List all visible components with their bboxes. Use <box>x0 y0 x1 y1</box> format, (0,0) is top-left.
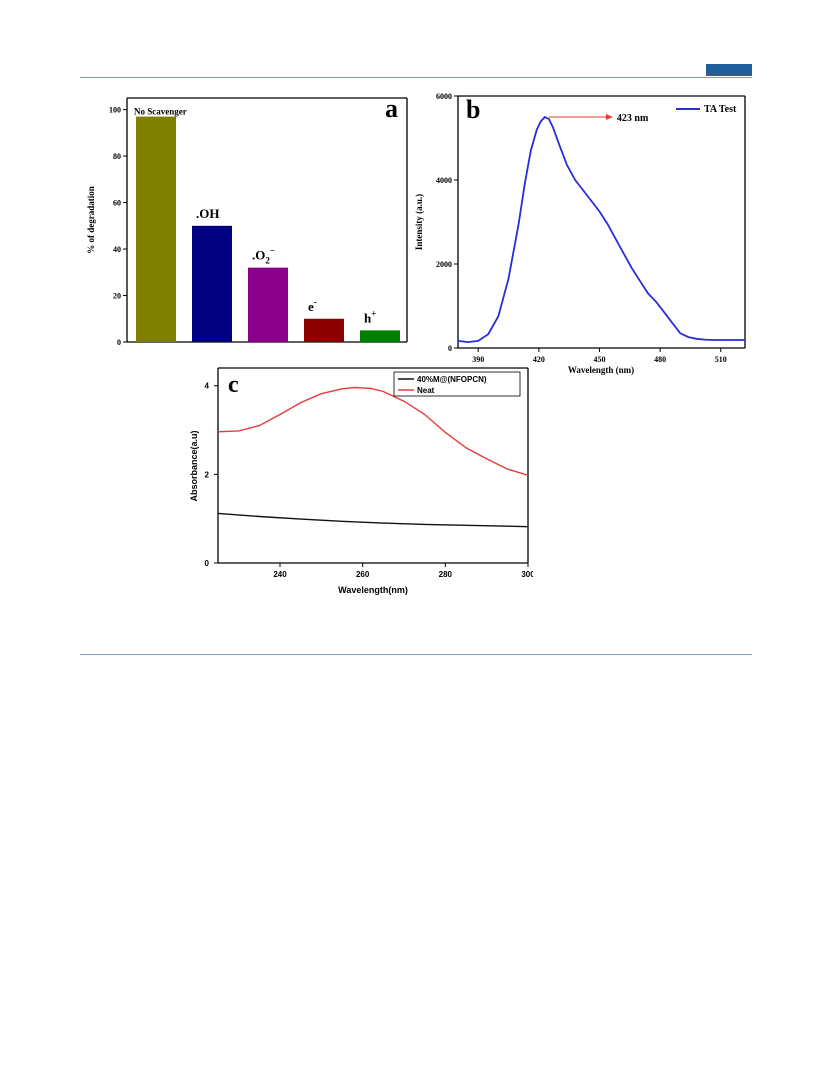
b-legend-label: TA Test <box>704 104 737 115</box>
b-panel-letter: b <box>466 95 480 124</box>
c-panel-letter: c <box>228 372 239 398</box>
c-xtick-label-0: 240 <box>273 570 287 579</box>
a-ytick-label-3: 60 <box>113 199 121 208</box>
a-bar-4 <box>360 330 400 342</box>
chart-c: 240 260 280 300 0 2 4 40%M@(NFOPCN) Neat Wavel… <box>189 367 533 595</box>
b-xtick-label-2: 450 <box>593 355 605 364</box>
c-series-40m-line <box>217 512 529 528</box>
c-ytick-label-0: 0 <box>205 559 210 568</box>
b-series-ta-test-line <box>457 115 745 344</box>
chart-b: 390 420 450 480 510 0 2000 4000 6000 423 nm TA T… <box>414 92 746 375</box>
footer-rule <box>80 654 752 655</box>
b-ytick-label-1: 2000 <box>436 260 452 269</box>
a-bar-3 <box>304 318 344 342</box>
a-bar-0 <box>136 116 176 342</box>
b-xtick-label-4: 510 <box>715 355 727 364</box>
a-ytick-label-0: 0 <box>117 338 121 347</box>
a-ytick-label-2: 40 <box>113 245 121 254</box>
b-ytick-label-3: 6000 <box>436 92 452 101</box>
c-series-neat-line <box>217 386 529 476</box>
b-xtick-label-1: 420 <box>533 355 545 364</box>
c-legend-box <box>393 371 521 397</box>
b-ytick-label-2: 4000 <box>436 176 452 185</box>
a-bar-label-1: .OH <box>196 206 219 221</box>
a-ytick-label-1: 20 <box>113 292 121 301</box>
c-ytick-label-1: 2 <box>205 470 210 479</box>
b-ytick-label-0: 0 <box>448 344 452 353</box>
b-annotation-label: 423 nm <box>617 113 649 124</box>
c-xtick-label-2: 280 <box>439 570 453 579</box>
a-bar-label-4: h+ <box>364 308 376 325</box>
b-ylabel: Intensity (a.u.) <box>414 194 424 250</box>
c-xtick-label-1: 260 <box>356 570 370 579</box>
c-legend-label-40m: 40%M@(NFOPCN) <box>417 375 487 384</box>
c-ytick-label-2: 4 <box>205 382 210 391</box>
a-bar-label-2: .O2− <box>252 246 275 266</box>
a-bar-1 <box>192 225 232 342</box>
b-xtick-label-3: 480 <box>654 355 666 364</box>
c-xlabel: Wavelength(nm) <box>338 585 408 595</box>
header-rule <box>80 77 752 78</box>
a-bar-label-3: e- <box>308 297 317 314</box>
a-ylabel: % of degradation <box>86 186 96 254</box>
c-ylabel: Absorbance(a.u) <box>189 430 199 501</box>
a-bar-label-0: No Scavenger <box>134 107 187 117</box>
a-ytick-label-5: 100 <box>109 106 121 115</box>
a-bar-2 <box>248 267 288 342</box>
c-legend-label-neat: Neat <box>417 386 435 395</box>
a-ytick-label-4: 80 <box>113 152 121 161</box>
b-xtick-label-0: 390 <box>472 355 484 364</box>
a-panel-letter: a <box>385 94 398 123</box>
b-xlabel: Wavelength (nm) <box>568 365 634 375</box>
chart-a: 0 20 40 60 80 100 No Scavenger .OH .O2− e-h+ % o… <box>86 94 408 347</box>
header-badge <box>706 64 752 76</box>
b-annotation-arrowhead <box>605 114 613 120</box>
c-xtick-label-3: 300 <box>521 570 533 579</box>
